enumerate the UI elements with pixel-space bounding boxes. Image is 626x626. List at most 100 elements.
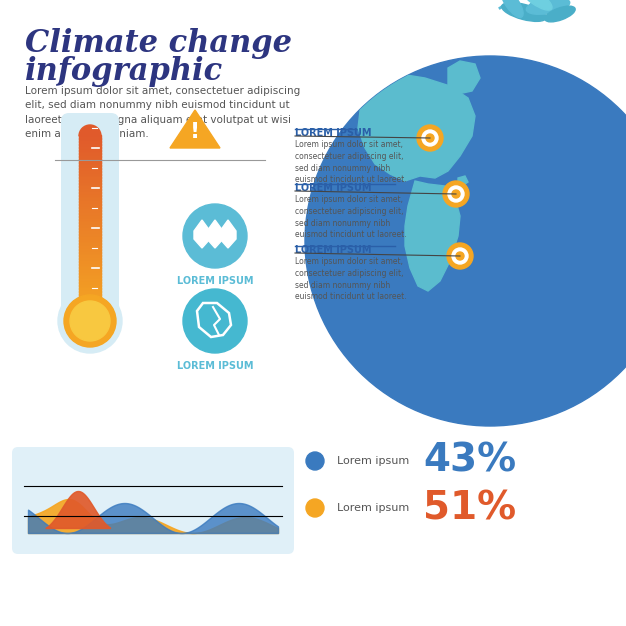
Bar: [79, 147, 101, 151]
Bar: [79, 222, 101, 226]
Text: Lorem ipsum dolor sit amet, consectetuer adipiscing
elit, sed diam nonummy nibh : Lorem ipsum dolor sit amet, consectetuer…: [25, 86, 300, 139]
Polygon shape: [448, 61, 480, 94]
Circle shape: [183, 289, 247, 353]
Bar: [79, 285, 101, 289]
Bar: [79, 282, 101, 286]
Bar: [79, 288, 101, 292]
Wedge shape: [79, 125, 101, 136]
Bar: [79, 204, 101, 208]
Bar: [79, 201, 101, 205]
Bar: [79, 180, 101, 184]
Bar: [79, 297, 101, 301]
Circle shape: [417, 125, 443, 151]
Bar: [79, 138, 101, 142]
Bar: [79, 303, 101, 307]
Polygon shape: [170, 110, 220, 148]
Bar: [79, 294, 101, 298]
Bar: [79, 186, 101, 190]
Bar: [79, 273, 101, 277]
Bar: [79, 240, 101, 244]
Text: !: !: [190, 122, 200, 142]
Polygon shape: [358, 74, 475, 181]
Circle shape: [306, 452, 324, 470]
Circle shape: [447, 243, 473, 269]
Bar: [79, 219, 101, 223]
Bar: [79, 261, 101, 265]
Bar: [79, 255, 101, 259]
Bar: [79, 171, 101, 175]
Polygon shape: [194, 220, 210, 248]
Bar: [79, 258, 101, 262]
Bar: [79, 234, 101, 238]
Bar: [79, 228, 101, 232]
Bar: [79, 276, 101, 280]
Bar: [79, 309, 101, 313]
Bar: [79, 216, 101, 220]
Bar: [79, 213, 101, 217]
Bar: [79, 252, 101, 256]
Text: 51%: 51%: [423, 489, 516, 527]
Bar: [79, 174, 101, 178]
Text: LOREM IPSUM: LOREM IPSUM: [295, 245, 371, 255]
Bar: [79, 243, 101, 247]
Circle shape: [58, 289, 122, 353]
Circle shape: [452, 190, 460, 198]
Bar: [79, 237, 101, 241]
Bar: [79, 231, 101, 235]
Text: LOREM IPSUM: LOREM IPSUM: [295, 183, 371, 193]
Circle shape: [443, 181, 469, 207]
Text: Lorem ipsum dolor sit amet,
consectetuer adipiscing elit,
sed diam nonummy nibh
: Lorem ipsum dolor sit amet, consectetuer…: [295, 257, 407, 301]
Text: LOREM IPSUM: LOREM IPSUM: [295, 128, 371, 138]
FancyBboxPatch shape: [61, 113, 119, 339]
Bar: [79, 270, 101, 274]
Circle shape: [70, 301, 110, 341]
Polygon shape: [458, 176, 468, 186]
Bar: [79, 264, 101, 268]
Bar: [79, 192, 101, 196]
Bar: [79, 312, 101, 316]
Circle shape: [456, 252, 464, 260]
Bar: [79, 159, 101, 163]
Bar: [79, 198, 101, 202]
Bar: [79, 306, 101, 310]
Ellipse shape: [501, 0, 523, 18]
Text: Lorem ipsum: Lorem ipsum: [337, 456, 409, 466]
Bar: [79, 168, 101, 172]
Circle shape: [452, 248, 468, 264]
Bar: [79, 267, 101, 271]
Bar: [79, 207, 101, 211]
Text: infographic: infographic: [25, 56, 223, 87]
Bar: [79, 156, 101, 160]
Bar: [79, 141, 101, 145]
Bar: [79, 210, 101, 214]
Circle shape: [448, 186, 464, 202]
Bar: [79, 246, 101, 250]
Bar: [79, 153, 101, 157]
Polygon shape: [207, 220, 223, 248]
Circle shape: [183, 204, 247, 268]
Text: Lorem ipsum: Lorem ipsum: [337, 503, 409, 513]
Ellipse shape: [545, 6, 575, 22]
Ellipse shape: [520, 0, 552, 10]
Circle shape: [306, 499, 324, 517]
Bar: [79, 144, 101, 148]
Bar: [79, 279, 101, 283]
Bar: [79, 291, 101, 295]
Circle shape: [64, 295, 116, 347]
Bar: [79, 300, 101, 304]
FancyBboxPatch shape: [12, 447, 294, 554]
Polygon shape: [405, 181, 460, 291]
Text: Climate change: Climate change: [25, 28, 292, 59]
Polygon shape: [220, 220, 236, 248]
Ellipse shape: [501, 3, 546, 21]
Circle shape: [426, 134, 434, 142]
Bar: [79, 177, 101, 181]
Circle shape: [305, 56, 626, 426]
Circle shape: [422, 130, 438, 146]
Bar: [79, 225, 101, 229]
Bar: [79, 183, 101, 187]
Text: LOREM IPSUM: LOREM IPSUM: [177, 361, 254, 371]
Text: 43%: 43%: [423, 442, 516, 480]
Text: Lorem ipsum dolor sit amet,
consectetuer adipiscing elit,
sed diam nonummy nibh
: Lorem ipsum dolor sit amet, consectetuer…: [295, 195, 407, 239]
Bar: [79, 135, 101, 139]
